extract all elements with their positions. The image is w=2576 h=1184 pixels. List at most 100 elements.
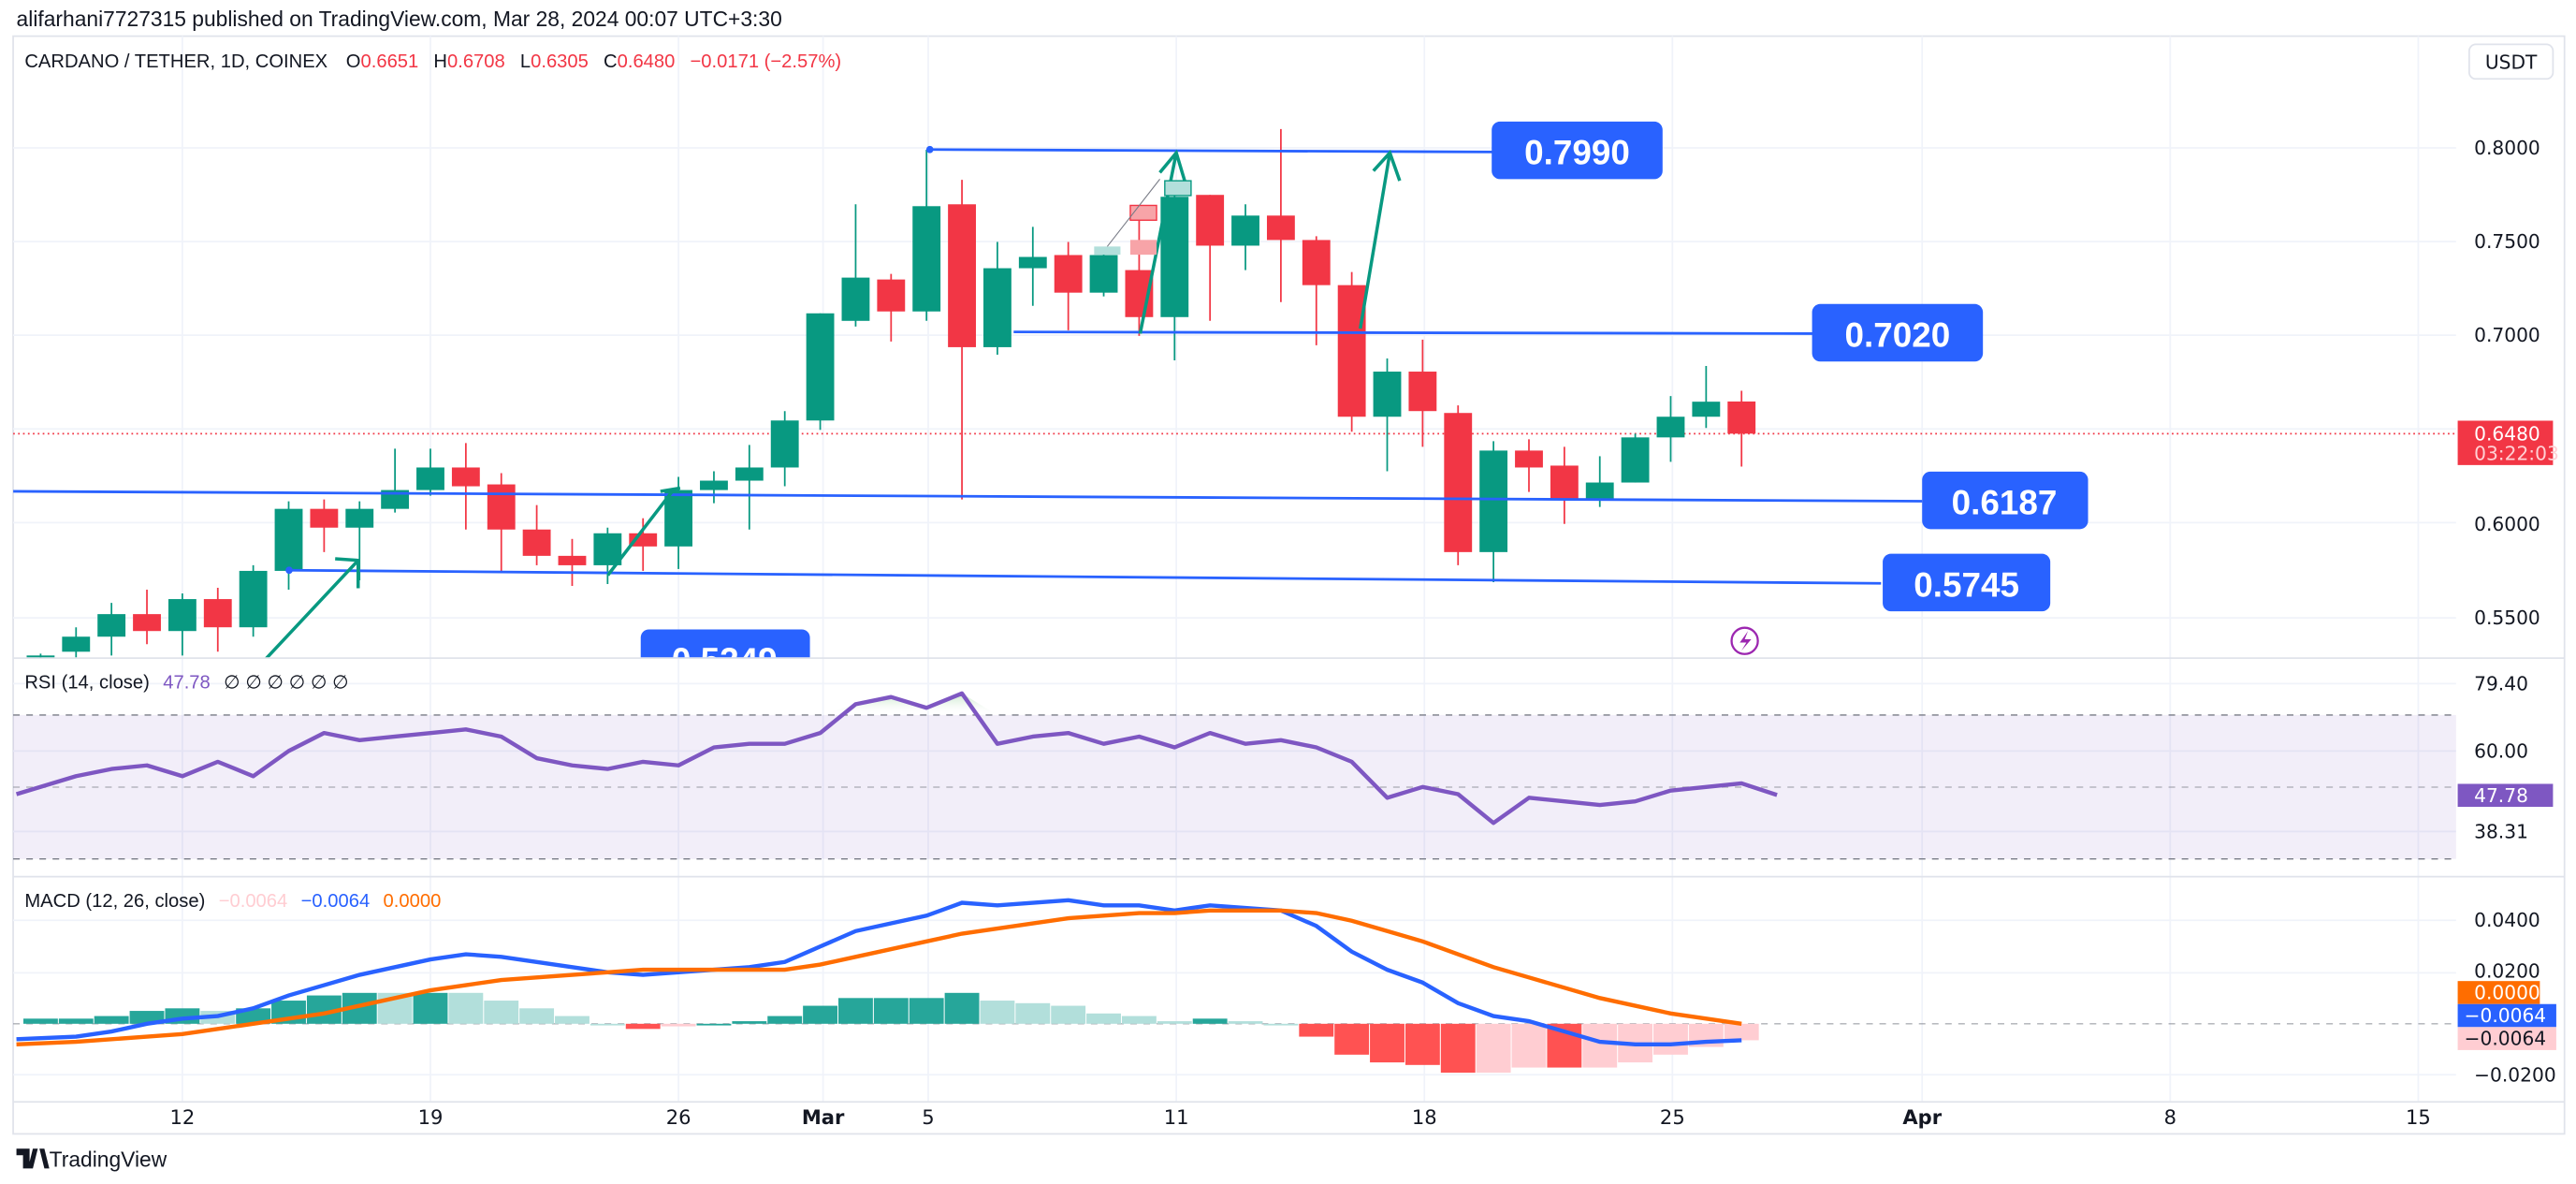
tradingview-logo[interactable]: TradingView — [16, 1147, 167, 1172]
macd-histogram-bar — [555, 1016, 589, 1024]
level-label: 0.5745 — [1914, 565, 2019, 604]
level-label-box[interactable] — [1492, 121, 1663, 180]
high-value: 0.6708 — [447, 51, 505, 72]
level-label: 0.6187 — [1952, 484, 2058, 522]
arrow-drawing[interactable] — [606, 486, 681, 577]
level-label-box[interactable] — [640, 629, 810, 686]
time-tick: 12 — [169, 1105, 195, 1129]
signal-value: 0.0000 — [384, 891, 442, 912]
time-tick: 25 — [1660, 1105, 1685, 1129]
candle — [274, 501, 303, 591]
candle-body — [381, 490, 410, 509]
level-labels[interactable]: 0.7990 0.7020 0.6187 0.5745 0.5249 — [640, 121, 2088, 687]
candle — [1196, 195, 1225, 321]
price-tick: 0.7000 — [2474, 324, 2540, 346]
price-tick: 0.6000 — [2474, 513, 2540, 535]
line-anchor[interactable] — [925, 145, 934, 153]
candle — [416, 448, 444, 496]
time-axis[interactable]: 12 19 26 Mar 5 11 18 25 Apr 8 15 — [169, 1105, 2430, 1129]
candle-body — [310, 508, 339, 528]
candle-body — [1479, 450, 1508, 552]
candle — [133, 590, 161, 645]
candle-body — [167, 599, 196, 632]
signal-tag-value: 0.0000 — [2474, 981, 2540, 1003]
rsi-pane[interactable]: RSI (14, close) 47.78 ∅ ∅ ∅ ∅ ∅ ∅ 79.40 … — [13, 672, 2554, 860]
macd-histogram-bar — [1334, 1023, 1370, 1055]
rsi-tick: 79.40 — [2474, 672, 2528, 694]
candle — [1479, 441, 1508, 582]
macd-histogram-bar — [58, 1018, 94, 1024]
macd-histogram-bar — [1228, 1021, 1263, 1024]
candle — [97, 603, 126, 656]
currency-button[interactable] — [2467, 43, 2554, 80]
candle-body — [1266, 215, 1295, 241]
level-line-0.5745[interactable] — [289, 568, 1882, 585]
time-tick: 18 — [1412, 1105, 1437, 1129]
macd-histogram-bar — [909, 998, 944, 1024]
rsi-extra-values: ∅ ∅ ∅ ∅ ∅ ∅ — [224, 673, 349, 694]
level-line-0.6187[interactable] — [13, 490, 1923, 503]
level-label-box[interactable] — [1922, 471, 2088, 530]
candle-body — [1196, 195, 1225, 246]
projection-box — [1094, 246, 1121, 256]
candle — [1337, 271, 1366, 432]
macd-histogram-bar — [448, 992, 484, 1024]
candle-body — [664, 490, 693, 547]
candle — [1089, 249, 1118, 297]
rsi-label: RSI (14, close) — [24, 673, 150, 694]
lightning-icon[interactable] — [1730, 626, 1759, 655]
arrow-drawing[interactable] — [259, 557, 360, 665]
candle — [522, 504, 551, 565]
candle — [167, 593, 196, 656]
candle — [735, 445, 764, 530]
candle — [1515, 439, 1543, 492]
candle — [1018, 227, 1047, 306]
level-label-box[interactable] — [1883, 553, 2051, 612]
price-pane[interactable]: 0.7990 0.7020 0.6187 0.5745 0.5249 — [13, 121, 2456, 687]
macd-histogram-bar — [1653, 1023, 1688, 1055]
level-label: 0.7020 — [1844, 315, 1950, 354]
svg-text:CARDANO / TETHER, 1D, COINEX: CARDANO / TETHER, 1D, COINEX O0.6651 H0.… — [24, 51, 841, 72]
candle — [239, 564, 268, 637]
rsi-overbought-fill — [16, 693, 1778, 715]
macd-label: MACD (12, 26, close) — [24, 891, 205, 912]
candle-body — [451, 467, 480, 487]
candle-body — [239, 570, 268, 628]
rsi-tag-value: 47.78 — [2474, 784, 2528, 807]
level-label: 0.5249 — [672, 641, 778, 680]
candle — [770, 411, 799, 487]
candle — [1621, 433, 1650, 483]
candle — [381, 448, 410, 513]
macd-histogram-bar — [1724, 1023, 1759, 1041]
level-line-0.7020[interactable] — [1013, 330, 1814, 335]
price-axis[interactable]: USDT 0.8000 0.7500 0.7000 0.6000 0.5500 … — [2457, 43, 2559, 629]
line-anchor[interactable] — [285, 566, 293, 575]
macd-histogram-bar — [1192, 1018, 1228, 1024]
level-label-box[interactable] — [1812, 303, 1984, 362]
arrow-drawing[interactable] — [1359, 149, 1402, 329]
candle — [1692, 366, 1721, 429]
price-tick: 0.8000 — [2474, 137, 2540, 159]
time-tick: 19 — [418, 1105, 444, 1129]
macd-tick: 0.0400 — [2474, 909, 2540, 931]
macd-histogram-bar — [589, 1023, 625, 1026]
macd-histogram-bar — [484, 1001, 519, 1024]
candle-body — [983, 268, 1011, 347]
svg-text:RSI (14, close) 47.78: RSI (14, close) 47.78 ∅ ∅ ∅ ∅ ∅ ∅ — [24, 673, 348, 694]
macd-histogram-bar — [94, 1016, 129, 1024]
candle — [1444, 405, 1473, 565]
candle — [62, 627, 91, 658]
low-value: 0.6305 — [531, 51, 589, 72]
candle-body — [1656, 417, 1685, 438]
rsi-value: 47.78 — [163, 673, 211, 694]
candle-body — [274, 508, 303, 571]
macd-histogram-bar — [625, 1023, 661, 1030]
macd-histogram-bar — [1299, 1023, 1334, 1037]
drawings[interactable] — [13, 145, 1923, 665]
candle-body — [345, 508, 374, 528]
macd-pane[interactable]: MACD (12, 26, close) −0.0064 −0.0064 0.0… — [13, 891, 2556, 1086]
level-line-0.7990[interactable] — [929, 148, 1495, 153]
bar-countdown: 03:22:03 — [2474, 443, 2559, 465]
macd-histogram-bar — [519, 1008, 555, 1024]
